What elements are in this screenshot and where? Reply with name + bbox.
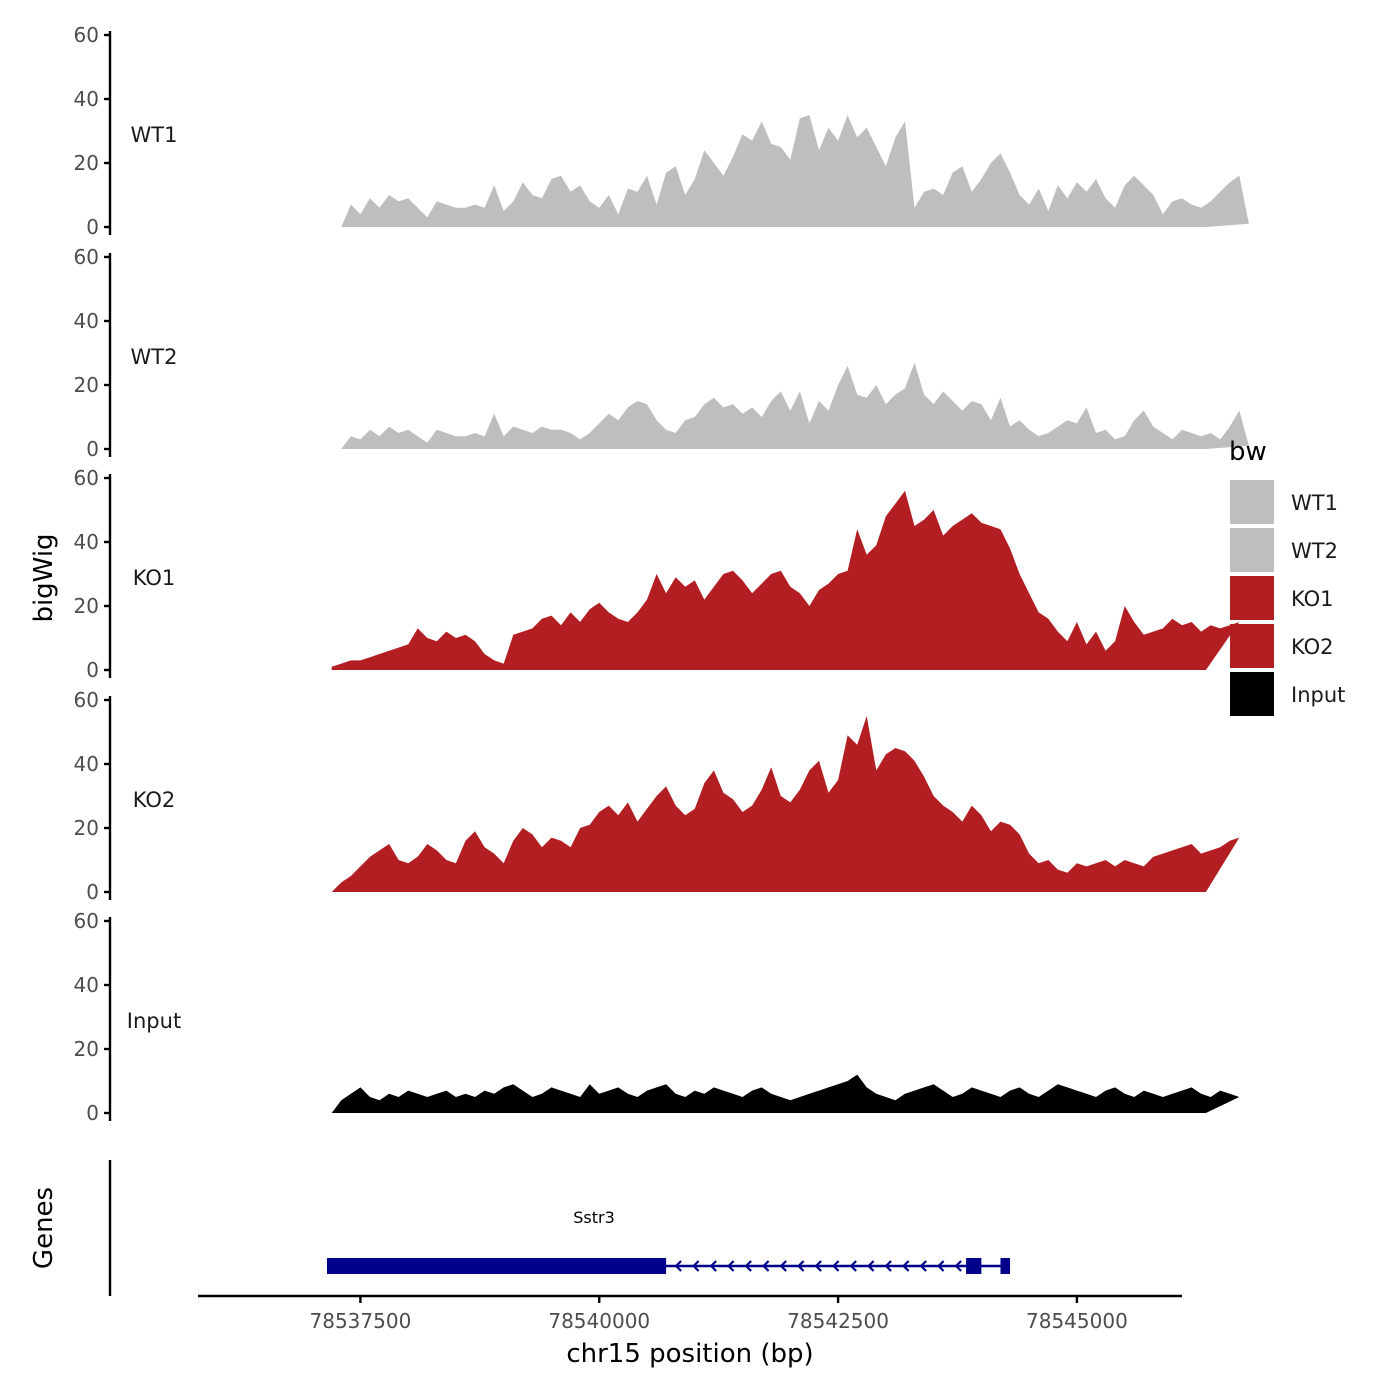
genes-track: Genes Sstr3 xyxy=(29,1160,1011,1296)
gene-label: Sstr3 xyxy=(573,1208,615,1227)
track-label-ko2: KO2 xyxy=(133,788,176,812)
legend-title: bw xyxy=(1229,437,1267,467)
y-tick-label: 20 xyxy=(74,1037,99,1061)
legend-swatch-wt1 xyxy=(1230,480,1274,524)
y-tick-label: 40 xyxy=(74,309,99,333)
y-tick-label: 20 xyxy=(74,373,99,397)
y-tick-label: 20 xyxy=(74,151,99,175)
y-tick-label: 40 xyxy=(74,973,99,997)
legend-swatch-ko1 xyxy=(1230,576,1274,620)
legend: bw WT1 WT2 KO1 KO2 Input xyxy=(1229,437,1345,716)
y-tick-label: 0 xyxy=(86,880,99,904)
gene-exon xyxy=(326,1258,667,1274)
y-tick-label: 20 xyxy=(74,816,99,840)
track-panel-wt2: 0 20 40 60 WT2 xyxy=(74,245,1249,461)
strand-arrow xyxy=(692,1260,700,1272)
strand-arrow xyxy=(814,1260,822,1272)
strand-arrow xyxy=(762,1260,770,1272)
signal-area-wt1 xyxy=(341,115,1249,227)
track-label-input: Input xyxy=(127,1009,181,1033)
legend-swatch-input xyxy=(1230,672,1274,716)
legend-swatch-wt2 xyxy=(1230,528,1274,572)
strand-arrow xyxy=(744,1260,752,1272)
strand-arrow xyxy=(797,1260,805,1272)
strand-arrow xyxy=(884,1260,892,1272)
strand-arrow xyxy=(919,1260,927,1272)
y-tick-label: 40 xyxy=(74,87,99,111)
signal-area-wt2 xyxy=(341,362,1249,449)
y-tick-label: 60 xyxy=(74,688,99,712)
y-tick-label: 60 xyxy=(74,245,99,269)
strand-arrow xyxy=(832,1260,840,1272)
gene-exon xyxy=(966,1258,982,1274)
y-tick-label: 0 xyxy=(86,437,99,461)
y-tick-label: 60 xyxy=(74,466,99,490)
track-panel-ko1: 0 20 40 60 KO1 xyxy=(74,466,1240,682)
y-tick-label: 60 xyxy=(74,23,99,47)
track-panel-ko2: 0 20 40 60 KO2 xyxy=(74,688,1240,904)
track-panel-wt1: 0 20 40 60 WT1 xyxy=(74,23,1249,239)
y-tick-label: 40 xyxy=(74,752,99,776)
strand-arrow xyxy=(937,1260,945,1272)
x-axis: chr15 position (bp) 78537500 78540000 7854… xyxy=(198,1294,1182,1369)
signal-tracks: 0 20 40 60 WT1 0 20 40 60 WT2 0 20 40 60 KO1 0 20 40 60 KO2… xyxy=(74,23,1249,1125)
legend-label-ko1: KO1 xyxy=(1291,587,1334,611)
genes-track-label: Genes xyxy=(29,1187,59,1269)
strand-arrow xyxy=(902,1260,910,1272)
y-tick-label: 0 xyxy=(86,215,99,239)
strand-arrow xyxy=(674,1260,682,1272)
strand-arrow xyxy=(867,1260,875,1272)
y-tick-label: 60 xyxy=(74,909,99,933)
strand-arrow xyxy=(779,1260,787,1272)
gene-sstr3: Sstr3 xyxy=(326,1208,1011,1274)
x-tick-label: 78542500 xyxy=(787,1309,889,1333)
strand-arrow xyxy=(954,1260,962,1272)
legend-label-wt1: WT1 xyxy=(1291,491,1338,515)
x-axis-title: chr15 position (bp) xyxy=(566,1339,813,1369)
track-panel-input: 0 20 40 60 Input xyxy=(74,909,1240,1125)
legend-label-input: Input xyxy=(1291,683,1345,707)
legend-label-ko2: KO2 xyxy=(1291,635,1334,659)
track-label-ko1: KO1 xyxy=(133,566,176,590)
legend-swatch-ko2 xyxy=(1230,624,1274,668)
legend-label-wt2: WT2 xyxy=(1291,539,1338,563)
x-tick-label: 78540000 xyxy=(548,1309,650,1333)
y-tick-label: 40 xyxy=(74,530,99,554)
y-tick-label: 0 xyxy=(86,658,99,682)
y-tick-label: 20 xyxy=(74,594,99,618)
strand-arrow xyxy=(849,1260,857,1272)
gene-exon xyxy=(1000,1258,1011,1274)
signal-area-input xyxy=(331,1074,1240,1113)
signal-area-ko2 xyxy=(331,716,1240,892)
x-tick-label: 78545000 xyxy=(1026,1309,1128,1333)
signal-area-ko1 xyxy=(331,490,1240,670)
y-tick-label: 0 xyxy=(86,1101,99,1125)
track-label-wt1: WT1 xyxy=(131,123,178,147)
strand-arrow xyxy=(727,1260,735,1272)
x-tick-label: 78537500 xyxy=(310,1309,412,1333)
y-axis-title: bigWig xyxy=(29,533,59,622)
strand-arrow xyxy=(709,1260,717,1272)
track-label-wt2: WT2 xyxy=(131,345,178,369)
